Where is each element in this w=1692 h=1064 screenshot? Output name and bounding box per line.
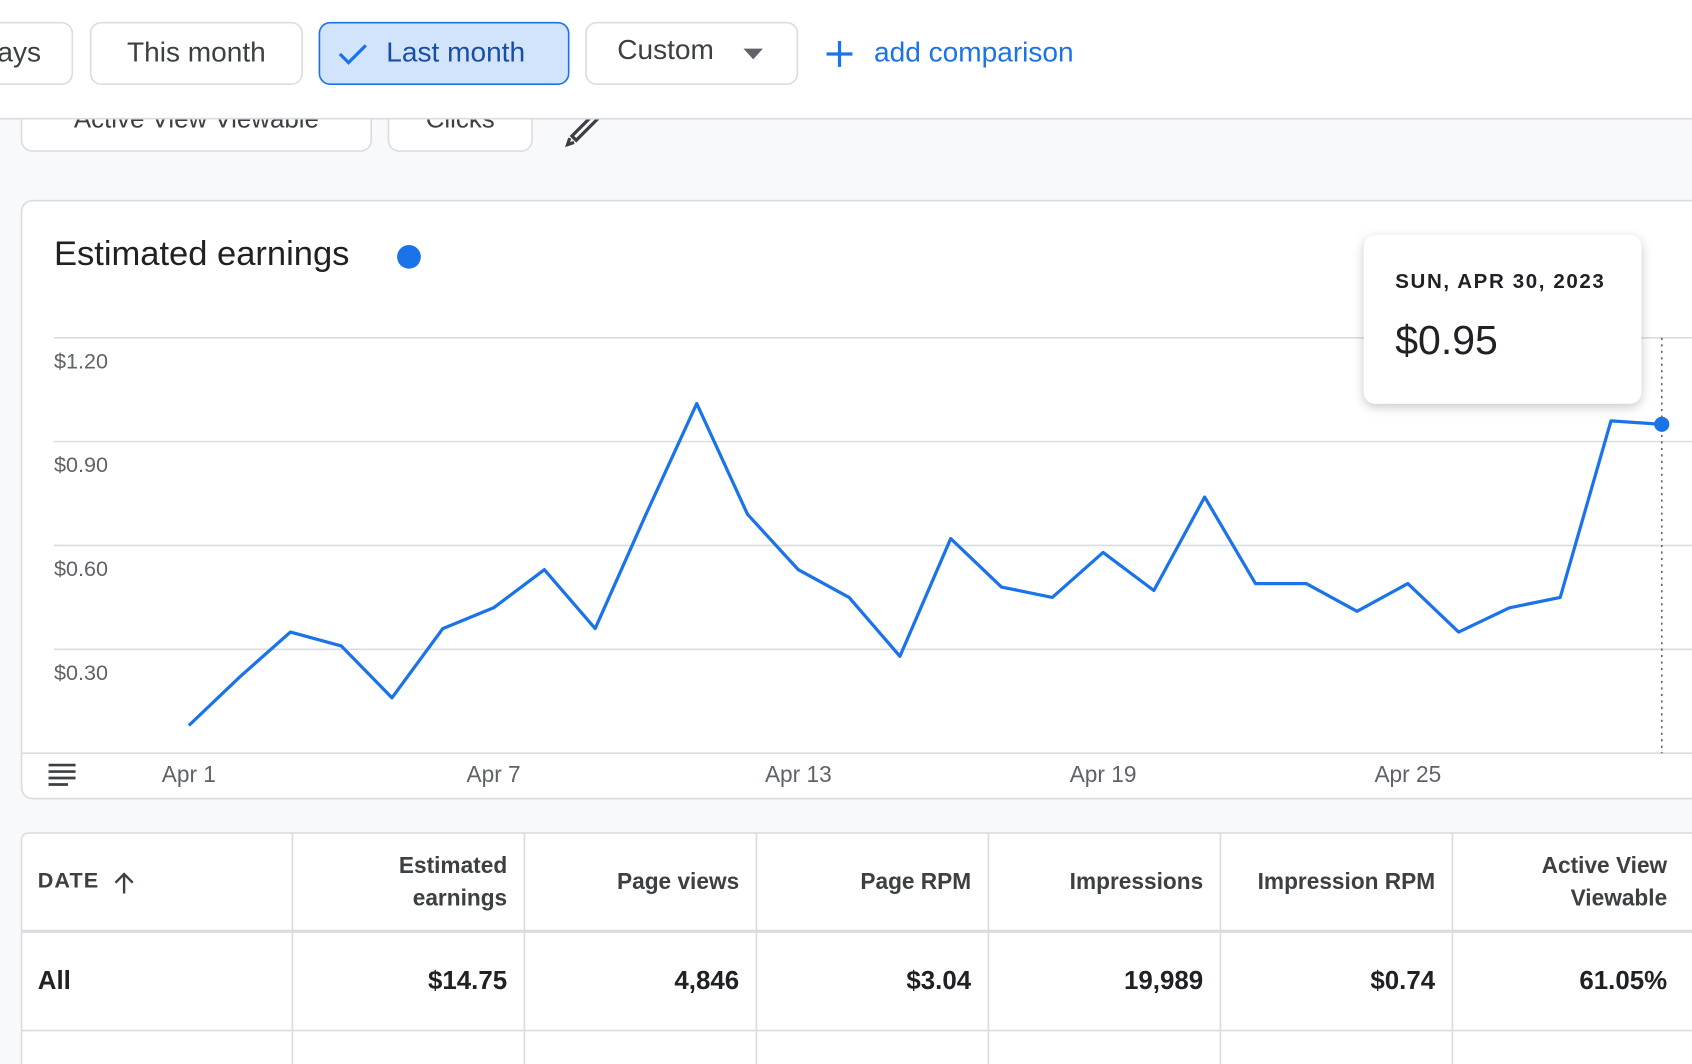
table-cell: 61.05%	[1579, 967, 1667, 995]
date-chip-label: ays	[0, 36, 41, 67]
column-header[interactable]: Active View Viewable	[1541, 853, 1668, 911]
tooltip-value: $0.95	[1395, 317, 1498, 363]
y-tick-label: $0.90	[54, 452, 108, 477]
check-icon	[338, 44, 367, 65]
tooltip-date: SUN, APR 30, 2023	[1395, 270, 1605, 293]
dropdown-icon	[743, 48, 763, 60]
chart-title: Estimated earnings	[54, 235, 349, 273]
column-header[interactable]: DATE	[38, 867, 99, 892]
column-header-box: Estimated earnings	[398, 853, 508, 911]
sort-icon	[114, 872, 134, 894]
x-tick-label: Apr 19	[1070, 761, 1137, 787]
earnings-line	[187, 401, 1662, 727]
legend-dot	[397, 244, 421, 269]
column-header[interactable]: Estimated earnings	[398, 853, 508, 911]
table-cell: $0.74	[1370, 967, 1435, 995]
column-header[interactable]: Impression RPM	[1257, 869, 1436, 895]
date-chip[interactable]	[0, 21, 74, 85]
table-cell: $14.75	[428, 967, 507, 995]
table-toggle-icon	[48, 763, 76, 786]
y-tick-label: $1.20	[54, 348, 108, 373]
plus-icon	[826, 41, 853, 67]
x-tick-label: Apr 1	[162, 761, 216, 787]
table-cell: 4,846	[674, 967, 739, 995]
column-header-box: Active View Viewable	[1541, 853, 1668, 911]
table-cell: 19,989	[1124, 967, 1203, 995]
date-chip-label: This month	[127, 36, 266, 67]
x-tick-label: Apr 25	[1374, 761, 1441, 787]
table-cell: All	[38, 967, 71, 995]
tooltip-box	[1363, 235, 1642, 404]
table-card	[20, 832, 1692, 1064]
date-chip[interactable]	[318, 21, 570, 85]
date-chip-label: Custom	[617, 34, 714, 65]
y-tick-label: $0.60	[54, 556, 108, 581]
hover-point	[1654, 416, 1670, 432]
date-chip[interactable]	[89, 21, 303, 85]
add-comparison[interactable]: add comparison	[874, 36, 1074, 67]
column-header-box: Page views	[616, 869, 740, 895]
date-chip[interactable]	[585, 21, 799, 85]
date-chip-label: Last month	[386, 36, 525, 67]
column-header[interactable]: Page views	[616, 869, 740, 895]
column-header-box: Page RPM	[860, 869, 972, 895]
y-tick-label: $0.30	[54, 660, 108, 685]
table-cell: $3.04	[906, 967, 971, 995]
column-header-box: Impression RPM	[1257, 869, 1436, 895]
x-tick-label: Apr 7	[467, 761, 521, 787]
column-header[interactable]: Impressions	[1069, 869, 1204, 895]
column-header[interactable]: Page RPM	[860, 869, 972, 895]
x-tick-label: Apr 13	[765, 761, 832, 787]
column-header-box: Impressions	[1069, 869, 1204, 895]
